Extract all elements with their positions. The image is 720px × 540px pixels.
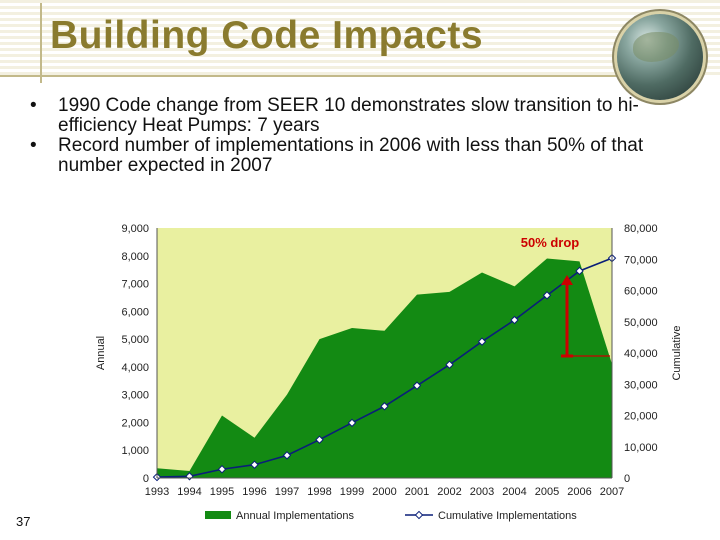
- right-tick-label: 10,000: [624, 442, 658, 454]
- x-tick-label: 2000: [372, 486, 396, 498]
- cumulative-point: [282, 451, 292, 460]
- right-tick-label: 0: [624, 473, 630, 485]
- x-tick-label: 1999: [340, 486, 364, 498]
- x-tick-label: 1996: [242, 486, 266, 498]
- x-tick-label: 2007: [600, 486, 624, 498]
- slide-title: Building Code Impacts: [50, 14, 484, 57]
- cumulative-point: [445, 360, 454, 369]
- x-tick-label: 2003: [470, 486, 494, 498]
- drop-annotation-label: 50% drop: [521, 235, 580, 250]
- cumulative-point: [477, 337, 487, 346]
- legend-label-cumulative: Cumulative Implementations: [438, 510, 577, 522]
- bullet-text: 1990 Code change from SEER 10 demonstrat…: [58, 95, 639, 136]
- implementations-chart: 0 1,000 2,000 3,000 4,000 5,000 6,000 7,000 8,00…: [95, 223, 683, 522]
- drop-arrow-head: [561, 275, 573, 285]
- bullet-dot-icon: •: [30, 95, 37, 116]
- cumulative-point: [575, 266, 584, 276]
- x-tick-label: 1995: [210, 486, 234, 498]
- left-tick-label: 4,000: [121, 362, 149, 374]
- x-tick-label: 1997: [275, 486, 299, 498]
- left-axis-title: Annual: [95, 336, 107, 370]
- x-tick-label: 1994: [177, 486, 201, 498]
- x-tick-label: 2004: [502, 486, 526, 498]
- left-tick-label: 1,000: [121, 445, 149, 457]
- bullet-item: • Record number of implementations in 20…: [30, 136, 680, 176]
- title-underline: [0, 75, 690, 77]
- bullet-list: • 1990 Code change from SEER 10 demonstr…: [30, 96, 680, 176]
- left-tick-label: 0: [143, 473, 149, 485]
- bullet-item: • 1990 Code change from SEER 10 demonstr…: [30, 96, 680, 136]
- right-tick-label: 40,000: [624, 348, 658, 360]
- x-tick-label: 1998: [307, 486, 331, 498]
- title-divider: [40, 3, 42, 83]
- right-axis-title: Cumulative: [671, 325, 683, 380]
- cumulative-point: [217, 465, 227, 474]
- slide-number: 37: [16, 514, 31, 529]
- left-tick-label: 9,000: [121, 223, 149, 235]
- annual-implementations-area: [157, 258, 612, 478]
- x-tick-label: 2001: [405, 486, 429, 498]
- right-tick-label: 60,000: [624, 286, 658, 298]
- right-tick-label: 30,000: [624, 379, 658, 391]
- left-tick-label: 5,000: [121, 334, 149, 346]
- x-tick-label: 2002: [437, 486, 461, 498]
- right-tick-label: 20,000: [624, 411, 658, 423]
- cumulative-point: [542, 291, 552, 300]
- legend-marker-cumulative: [414, 510, 424, 520]
- left-tick-label: 3,000: [121, 390, 149, 402]
- cumulative-point: [510, 315, 519, 325]
- cumulative-point: [347, 418, 357, 428]
- left-tick-label: 7,000: [121, 279, 149, 291]
- bullet-dot-icon: •: [30, 135, 37, 156]
- legend-label-annual: Annual Implementations: [236, 510, 355, 522]
- x-tick-label: 1993: [145, 486, 169, 498]
- cumulative-point: [412, 381, 422, 390]
- left-tick-label: 6,000: [121, 306, 149, 318]
- cumulative-point: [315, 435, 324, 444]
- x-tick-label: 2005: [535, 486, 559, 498]
- cumulative-point: [250, 460, 259, 469]
- left-tick-label: 2,000: [121, 417, 149, 429]
- bullet-text: Record number of implementations in 2006…: [58, 135, 644, 176]
- cumulative-point: [380, 402, 389, 411]
- right-tick-label: 50,000: [624, 317, 658, 329]
- title-bar: [0, 0, 720, 75]
- x-tick-label: 2006: [567, 486, 591, 498]
- right-tick-label: 80,000: [624, 223, 658, 235]
- left-tick-label: 8,000: [121, 251, 149, 263]
- legend-swatch-annual: [205, 511, 231, 519]
- right-tick-label: 70,000: [624, 254, 658, 266]
- globe-icon: [617, 14, 703, 100]
